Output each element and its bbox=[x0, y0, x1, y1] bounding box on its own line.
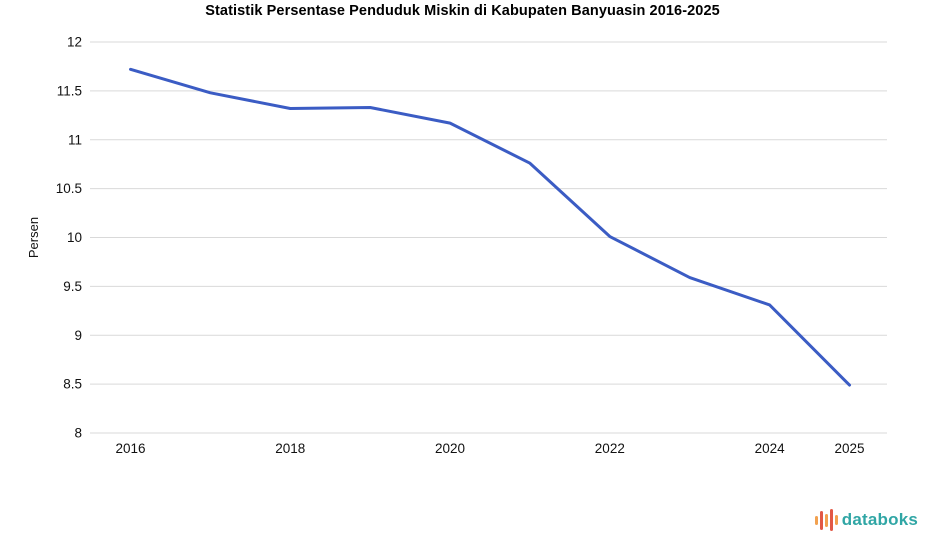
x-tick-label: 2022 bbox=[595, 441, 625, 456]
x-tick-label: 2018 bbox=[275, 441, 305, 456]
y-tick-label: 11.5 bbox=[57, 83, 82, 98]
x-tick-label: 2024 bbox=[755, 441, 786, 456]
databoks-logo[interactable]: databoks bbox=[814, 507, 918, 533]
pulse-bar bbox=[829, 509, 833, 531]
y-tick-label: 9.5 bbox=[63, 279, 82, 294]
x-tick-label: 2016 bbox=[115, 441, 145, 456]
y-tick-label: 8.5 bbox=[63, 377, 82, 392]
y-tick-label: 10 bbox=[67, 230, 82, 245]
y-tick-label: 11 bbox=[68, 132, 82, 147]
x-tick-label: 2025 bbox=[834, 441, 864, 456]
pulse-bars-icon bbox=[814, 507, 838, 533]
pulse-bar bbox=[819, 510, 823, 530]
databoks-logo-text: databoks bbox=[841, 510, 918, 529]
poverty-trend-line bbox=[129, 67, 851, 387]
x-tick-label: 2020 bbox=[435, 441, 465, 456]
pulse-bar bbox=[824, 513, 828, 527]
y-tick-label: 12 bbox=[67, 35, 82, 50]
y-axis-title: Persen bbox=[26, 217, 41, 258]
chart-title: Statistik Persentase Penduduk Miskin di … bbox=[205, 3, 720, 19]
pulse-bar bbox=[834, 515, 838, 525]
y-tick-label: 8 bbox=[74, 426, 82, 441]
y-tick-label: 9 bbox=[74, 328, 82, 343]
y-tick-label: 10.5 bbox=[56, 181, 82, 196]
pulse-bar bbox=[814, 515, 818, 525]
